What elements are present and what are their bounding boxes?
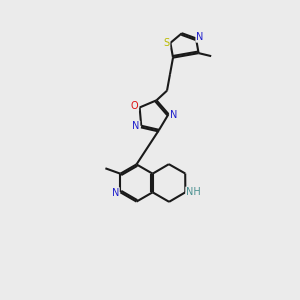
Text: N: N <box>112 188 119 198</box>
Text: O: O <box>131 101 138 111</box>
Text: N: N <box>170 110 178 120</box>
Text: N: N <box>132 121 140 131</box>
Text: N: N <box>196 32 204 42</box>
Text: S: S <box>164 38 169 48</box>
Text: NH: NH <box>186 187 201 197</box>
